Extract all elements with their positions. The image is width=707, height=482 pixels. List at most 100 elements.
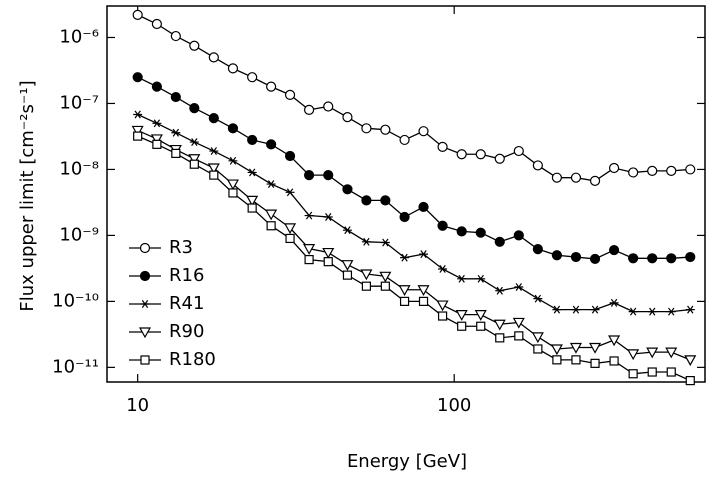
marker <box>380 281 390 291</box>
marker <box>589 342 602 354</box>
marker <box>438 265 448 273</box>
marker <box>457 321 467 331</box>
marker <box>152 119 162 128</box>
series-line <box>137 113 691 313</box>
marker <box>398 285 411 297</box>
marker <box>322 247 335 259</box>
marker <box>532 160 543 171</box>
marker <box>627 349 640 361</box>
marker <box>589 253 601 265</box>
marker <box>284 150 296 162</box>
marker <box>628 369 638 379</box>
marker <box>608 335 621 347</box>
series-line <box>137 14 691 182</box>
marker <box>437 311 448 321</box>
marker <box>512 317 525 329</box>
marker <box>571 355 581 365</box>
marker <box>150 134 163 146</box>
marker <box>400 253 410 262</box>
marker <box>341 260 354 271</box>
marker <box>265 209 278 221</box>
marker <box>455 310 468 321</box>
marker <box>532 244 543 255</box>
marker <box>170 30 181 42</box>
marker <box>227 63 239 74</box>
marker <box>646 347 659 359</box>
marker <box>647 253 658 264</box>
marker <box>590 305 600 314</box>
marker <box>589 175 601 187</box>
marker <box>323 213 333 221</box>
marker <box>666 307 676 316</box>
legend: R3 R16 R41 R90 R180 <box>129 237 216 370</box>
legend-marker <box>140 355 150 365</box>
marker <box>131 125 144 137</box>
marker <box>533 344 543 354</box>
marker <box>685 305 695 314</box>
marker <box>246 195 259 207</box>
legend-label: R180 <box>169 349 216 370</box>
marker <box>475 227 486 238</box>
marker <box>361 123 372 134</box>
marker <box>550 344 563 356</box>
marker <box>303 244 316 255</box>
marker <box>513 145 524 157</box>
marker <box>494 153 505 164</box>
marker <box>399 296 410 306</box>
marker <box>133 131 143 141</box>
marker <box>647 367 657 377</box>
x-tick-label: 10 <box>126 395 149 416</box>
marker <box>456 226 467 237</box>
marker <box>208 112 219 124</box>
marker <box>647 307 657 316</box>
marker <box>361 281 372 291</box>
marker <box>685 164 696 175</box>
marker <box>476 274 486 283</box>
marker <box>208 52 219 63</box>
marker <box>417 285 430 297</box>
y-tick-label: 10⁻⁶ <box>59 26 99 47</box>
series-line <box>137 76 691 260</box>
marker <box>303 170 315 181</box>
marker <box>266 139 277 150</box>
legend-label: R41 <box>169 293 204 314</box>
marker <box>323 257 333 267</box>
plot-frame <box>106 5 706 383</box>
marker <box>590 358 600 368</box>
marker <box>304 211 314 220</box>
y-axis-label: Flux upper limit [cm⁻²s⁻¹] <box>17 80 38 311</box>
marker <box>379 271 392 283</box>
marker <box>171 148 181 158</box>
marker <box>228 188 238 198</box>
series-line <box>137 129 691 361</box>
marker <box>266 221 276 231</box>
marker <box>494 236 505 247</box>
marker <box>569 342 582 354</box>
marker <box>608 162 620 174</box>
marker <box>361 237 371 246</box>
y-tick-label: 10⁻⁹ <box>59 224 99 245</box>
marker <box>247 72 258 83</box>
marker <box>419 250 429 259</box>
marker <box>285 233 295 244</box>
marker <box>226 179 239 191</box>
marker <box>495 286 505 295</box>
marker <box>628 307 638 316</box>
marker <box>189 138 199 147</box>
marker <box>609 356 619 366</box>
marker <box>171 128 181 137</box>
marker <box>685 376 695 386</box>
marker <box>666 165 677 177</box>
marker <box>685 251 696 263</box>
legend-label: R3 <box>169 237 193 258</box>
marker <box>266 180 276 189</box>
marker <box>188 154 201 166</box>
marker <box>552 305 562 314</box>
marker <box>514 283 524 291</box>
marker <box>493 319 506 331</box>
marker <box>513 230 524 241</box>
marker <box>571 305 581 314</box>
marker <box>666 367 676 377</box>
marker <box>227 123 239 134</box>
